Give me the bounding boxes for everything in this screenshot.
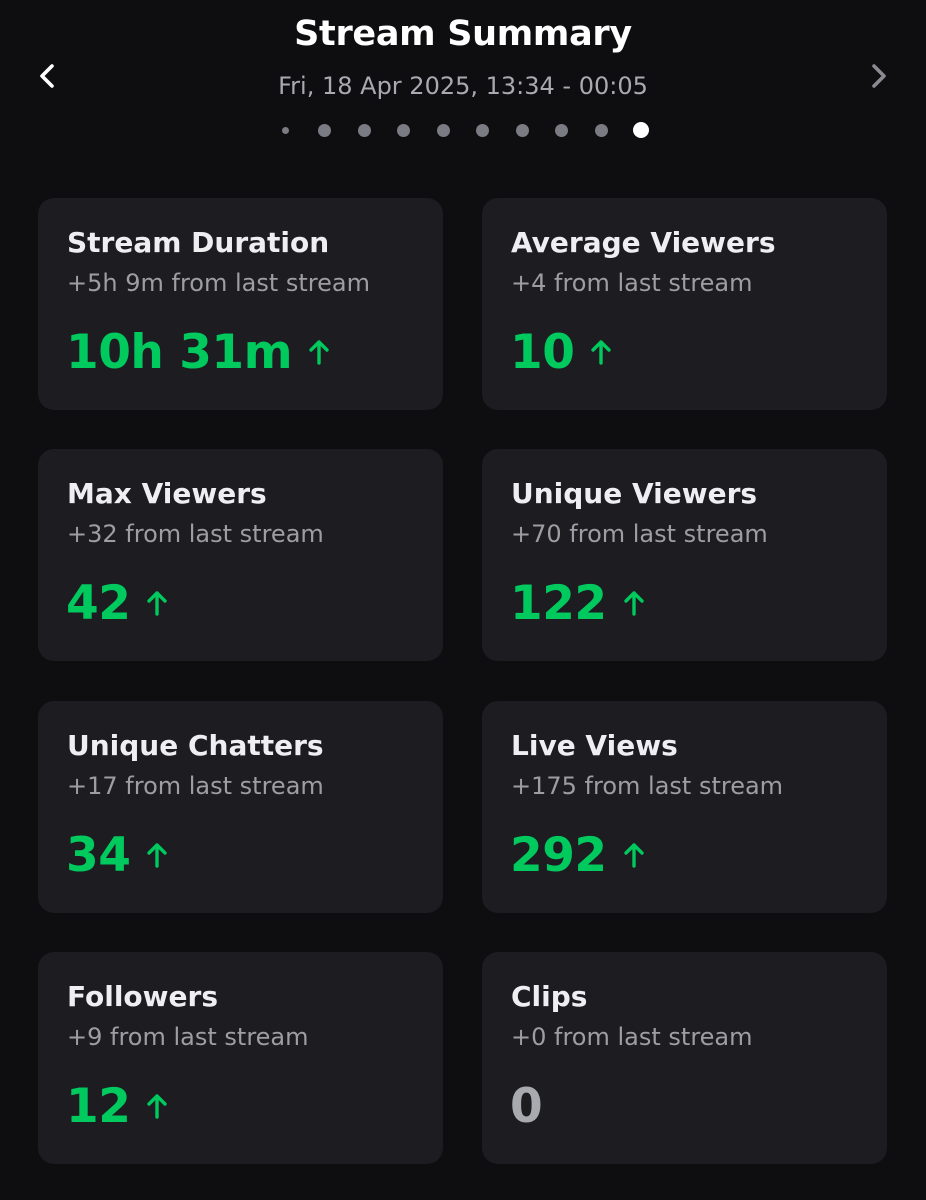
stat-change-text: +9 from last stream xyxy=(67,1023,309,1051)
arrow-up-icon xyxy=(146,1092,168,1120)
page-title: Stream Summary xyxy=(294,14,632,54)
stat-label: Clips xyxy=(511,980,588,1013)
stat-value-row: 34 xyxy=(66,827,168,883)
chevron-right-icon xyxy=(872,64,886,88)
page-dot[interactable] xyxy=(397,123,410,137)
stat-change-text: +70 from last stream xyxy=(511,520,768,548)
stat-label: Followers xyxy=(67,980,218,1013)
arrow-up-icon xyxy=(146,589,168,617)
stat-change-text: +0 from last stream xyxy=(511,1023,753,1051)
stream-date-range: Fri, 18 Apr 2025, 13:34 - 00:05 xyxy=(278,72,648,100)
stat-card-unique-viewers[interactable]: Unique Viewers +70 from last stream 122 xyxy=(482,449,887,661)
stat-value: 122 xyxy=(510,575,607,631)
stat-change-text: +5h 9m from last stream xyxy=(67,269,370,297)
stat-label: Max Viewers xyxy=(67,477,267,510)
page-dot[interactable] xyxy=(476,123,489,137)
chevron-left-icon xyxy=(40,64,54,88)
stat-value: 292 xyxy=(510,827,607,883)
stat-card-live-views[interactable]: Live Views +175 from last stream 292 xyxy=(482,701,887,913)
page-dot[interactable] xyxy=(555,123,568,137)
stat-label: Unique Viewers xyxy=(511,477,758,510)
previous-stream-button[interactable] xyxy=(28,56,68,96)
stat-value: 10 xyxy=(510,324,575,380)
arrow-up-icon xyxy=(623,841,645,869)
stat-value-row: 122 xyxy=(510,575,645,631)
stat-card-followers[interactable]: Followers +9 from last stream 12 xyxy=(38,952,443,1164)
page-dot[interactable] xyxy=(436,123,450,137)
stat-card-max-viewers[interactable]: Max Viewers +32 from last stream 42 xyxy=(38,449,443,661)
stat-value-row: 12 xyxy=(66,1078,168,1134)
stat-card-average-viewers[interactable]: Average Viewers +4 from last stream 10 xyxy=(482,198,887,410)
stat-value-row: 10 xyxy=(510,324,612,380)
next-stream-button[interactable] xyxy=(858,56,898,96)
stat-value-row: 292 xyxy=(510,827,645,883)
stat-label: Unique Chatters xyxy=(67,729,324,762)
summary-header: Stream Summary Fri, 18 Apr 2025, 13:34 -… xyxy=(0,0,926,160)
stat-value: 42 xyxy=(66,575,131,631)
stat-value-row: 10h 31m xyxy=(66,324,330,380)
page-dot[interactable] xyxy=(594,123,608,137)
stat-value-row: 0 xyxy=(510,1078,543,1134)
stat-card-stream-duration[interactable]: Stream Duration +5h 9m from last stream 10… xyxy=(38,198,443,410)
stat-change-text: +32 from last stream xyxy=(67,520,324,548)
stat-card-unique-chatters[interactable]: Unique Chatters +17 from last stream 34 xyxy=(38,701,443,913)
page-indicator xyxy=(263,120,663,140)
page-dot[interactable] xyxy=(318,123,331,137)
page-dot[interactable] xyxy=(357,123,371,137)
stat-value: 0 xyxy=(510,1078,543,1134)
page-dot[interactable] xyxy=(515,123,529,137)
arrow-up-icon xyxy=(308,338,330,366)
arrow-up-icon xyxy=(590,338,612,366)
stat-card-clips[interactable]: Clips +0 from last stream 0 xyxy=(482,952,887,1164)
stat-label: Average Viewers xyxy=(511,226,776,259)
stat-label: Live Views xyxy=(511,729,678,762)
stat-value: 10h 31m xyxy=(66,324,293,380)
page-dot-active[interactable] xyxy=(632,122,649,138)
stat-label: Stream Duration xyxy=(67,226,330,259)
page-dot[interactable] xyxy=(281,126,289,134)
stat-change-text: +17 from last stream xyxy=(67,772,324,800)
arrow-up-icon xyxy=(146,841,168,869)
arrow-up-icon xyxy=(623,589,645,617)
stat-change-text: +4 from last stream xyxy=(511,269,753,297)
stat-value: 12 xyxy=(66,1078,131,1134)
stat-change-text: +175 from last stream xyxy=(511,772,784,800)
stat-value: 34 xyxy=(66,827,131,883)
stat-value-row: 42 xyxy=(66,575,168,631)
